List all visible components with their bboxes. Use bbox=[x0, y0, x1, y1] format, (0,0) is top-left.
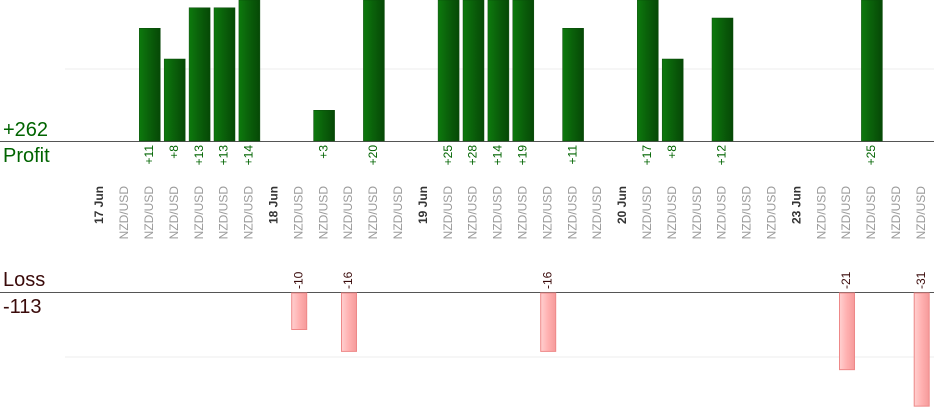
pair-label: NZD/USD bbox=[291, 186, 305, 240]
pair-label: NZD/USD bbox=[665, 186, 679, 240]
profit-bar bbox=[238, 0, 261, 142]
profit-value-label: +8 bbox=[665, 145, 679, 159]
pair-label: NZD/USD bbox=[590, 186, 604, 240]
pair-label: NZD/USD bbox=[864, 186, 878, 240]
profit-value-label: +17 bbox=[640, 145, 654, 166]
pair-label: NZD/USD bbox=[341, 186, 355, 240]
profit-value-label: +11 bbox=[565, 145, 579, 165]
pair-label: NZD/USD bbox=[740, 186, 754, 240]
profit-bar bbox=[213, 7, 236, 142]
profit-value-label: +28 bbox=[466, 145, 480, 166]
date-label: 20 Jun bbox=[615, 186, 629, 224]
labels-layer: 17 Jun NZD/USD NZD/USD +11 NZD/USD +8 NZD/USD +… bbox=[92, 145, 928, 289]
profit-bar bbox=[637, 0, 659, 142]
profit-value-label: +25 bbox=[864, 145, 878, 166]
profit-bar bbox=[188, 7, 211, 142]
loss-label: Loss bbox=[3, 269, 46, 291]
date-label: 23 Jun bbox=[789, 186, 803, 224]
loss-bar bbox=[839, 292, 855, 371]
pair-label: NZD/USD bbox=[192, 186, 206, 240]
profit-bar bbox=[512, 0, 535, 142]
pair-label: NZD/USD bbox=[242, 186, 256, 240]
pair-label: NZD/USD bbox=[515, 186, 529, 240]
profit-bar bbox=[861, 0, 883, 142]
pair-label: NZD/USD bbox=[814, 186, 828, 240]
date-label: 18 Jun bbox=[266, 186, 280, 224]
loss-value-label: -10 bbox=[291, 271, 305, 289]
profit-value-label: +3 bbox=[316, 145, 330, 159]
profit-value-label: +20 bbox=[366, 145, 380, 166]
loss-value-label: -16 bbox=[341, 271, 355, 289]
date-label: 19 Jun bbox=[416, 186, 430, 224]
pair-label: NZD/USD bbox=[764, 186, 778, 240]
pair-label: NZD/USD bbox=[316, 186, 330, 240]
pair-label: NZD/USD bbox=[142, 186, 156, 240]
pair-label: NZD/USD bbox=[690, 186, 704, 240]
loss-bar bbox=[291, 292, 308, 330]
profit-value-label: +11 bbox=[142, 145, 156, 165]
loss-bar bbox=[913, 292, 930, 407]
pair-label: NZD/USD bbox=[466, 186, 480, 240]
loss-total: -113 bbox=[3, 296, 42, 318]
pair-label: NZD/USD bbox=[565, 186, 579, 240]
pair-label: NZD/USD bbox=[715, 186, 729, 240]
profit-total: +262 bbox=[3, 119, 49, 141]
profit-bar bbox=[437, 0, 460, 142]
loss-value-label: -16 bbox=[540, 271, 554, 289]
pair-label: NZD/USD bbox=[540, 186, 554, 240]
profit-bar bbox=[562, 28, 584, 142]
loss-value-label: -31 bbox=[914, 271, 928, 289]
profit-value-label: +13 bbox=[192, 145, 206, 166]
profit-bar bbox=[711, 17, 734, 142]
profit-value-label: +12 bbox=[715, 145, 729, 166]
pair-label: NZD/USD bbox=[441, 186, 455, 240]
profit-value-label: +19 bbox=[515, 145, 529, 166]
pair-label: NZD/USD bbox=[391, 186, 405, 240]
pair-label: NZD/USD bbox=[839, 186, 853, 240]
pair-label: NZD/USD bbox=[117, 186, 131, 240]
profit-bar bbox=[462, 0, 485, 142]
pair-label: NZD/USD bbox=[491, 186, 505, 240]
pair-label: NZD/USD bbox=[217, 186, 231, 240]
profit-value-label: +14 bbox=[242, 145, 256, 166]
pair-label: NZD/USD bbox=[167, 186, 181, 240]
loss-bar bbox=[540, 292, 557, 352]
profit-value-label: +13 bbox=[217, 145, 231, 166]
profit-bar bbox=[363, 0, 385, 142]
profit-value-label: +8 bbox=[167, 145, 181, 159]
profit-label: Profit bbox=[3, 145, 50, 167]
profit-bar bbox=[661, 58, 684, 142]
profit-bar bbox=[313, 110, 335, 142]
pair-label: NZD/USD bbox=[640, 186, 654, 240]
profit-value-label: +14 bbox=[491, 145, 505, 166]
loss-value-label: -21 bbox=[839, 271, 853, 289]
profit-bar bbox=[487, 0, 510, 142]
date-label: 17 Jun bbox=[92, 186, 106, 224]
pair-label: NZD/USD bbox=[914, 186, 928, 240]
loss-bar bbox=[341, 292, 357, 352]
bars-layer bbox=[139, 0, 930, 407]
profit-bar bbox=[163, 58, 186, 142]
pair-label: NZD/USD bbox=[889, 186, 903, 240]
pair-label: NZD/USD bbox=[366, 186, 380, 240]
profit-value-label: +25 bbox=[441, 145, 455, 166]
profit-bar bbox=[139, 28, 161, 142]
